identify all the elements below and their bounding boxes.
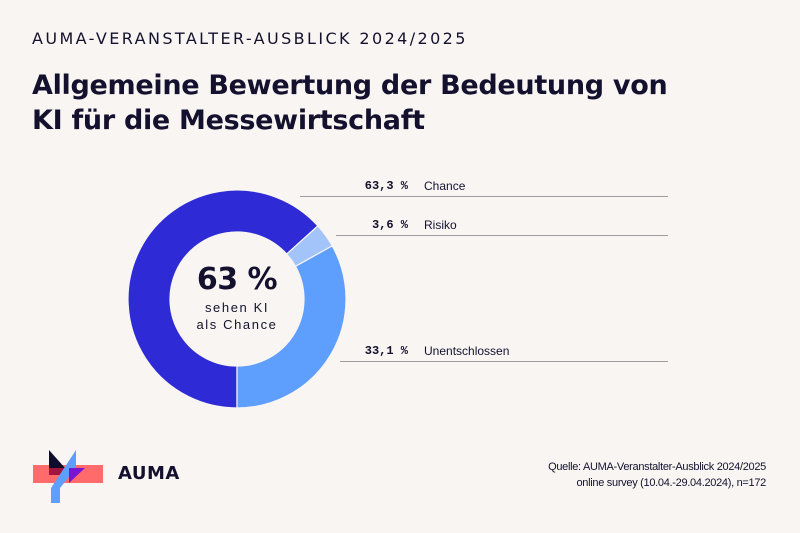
legend-value: 63,3 %: [364, 179, 408, 193]
legend-value: 3,6 %: [371, 218, 408, 232]
chart-title: Allgemeine Bewertung der Bedeutung von K…: [32, 68, 668, 138]
legend-label: Chance: [424, 179, 466, 193]
center-sub-line2: als Chance: [196, 317, 278, 332]
source-line2: online survey (10.04.-29.04.2024), n=172: [576, 477, 766, 489]
source-line1: Quelle: AUMA-Veranstalter-Ausblick 2024/…: [548, 461, 766, 473]
donut-center-label: 63 % sehen KI als Chance: [170, 262, 304, 333]
center-sub-line1: sehen KI: [204, 300, 270, 315]
auma-logo-text: AUMA: [118, 463, 180, 484]
chart-title-line2: KI für die Messewirtschaft: [32, 105, 425, 136]
center-big-value: 63 %: [196, 262, 278, 297]
legend-row-unentschlossen: 33,1 % Unentschlossen: [340, 341, 668, 362]
legend-label: Unentschlossen: [424, 344, 510, 358]
legend-row-risiko: 3,6 % Risiko: [336, 215, 668, 236]
legend-row-chance: 63,3 % Chance: [300, 176, 668, 197]
chart-title-line1: Allgemeine Bewertung der Bedeutung von: [32, 70, 668, 101]
report-kicker: AUMA-VERANSTALTER-AUSBLICK 2024/2025: [32, 29, 468, 48]
legend-label: Risiko: [424, 218, 457, 232]
donut-slice-unentschlossen: [236, 245, 347, 409]
auma-logo-icon: [33, 450, 103, 503]
source-note: Quelle: AUMA-Veranstalter-Ausblick 2024/…: [548, 459, 766, 491]
donut-slice-chance: [127, 189, 319, 409]
legend-value: 33,1 %: [364, 344, 408, 358]
